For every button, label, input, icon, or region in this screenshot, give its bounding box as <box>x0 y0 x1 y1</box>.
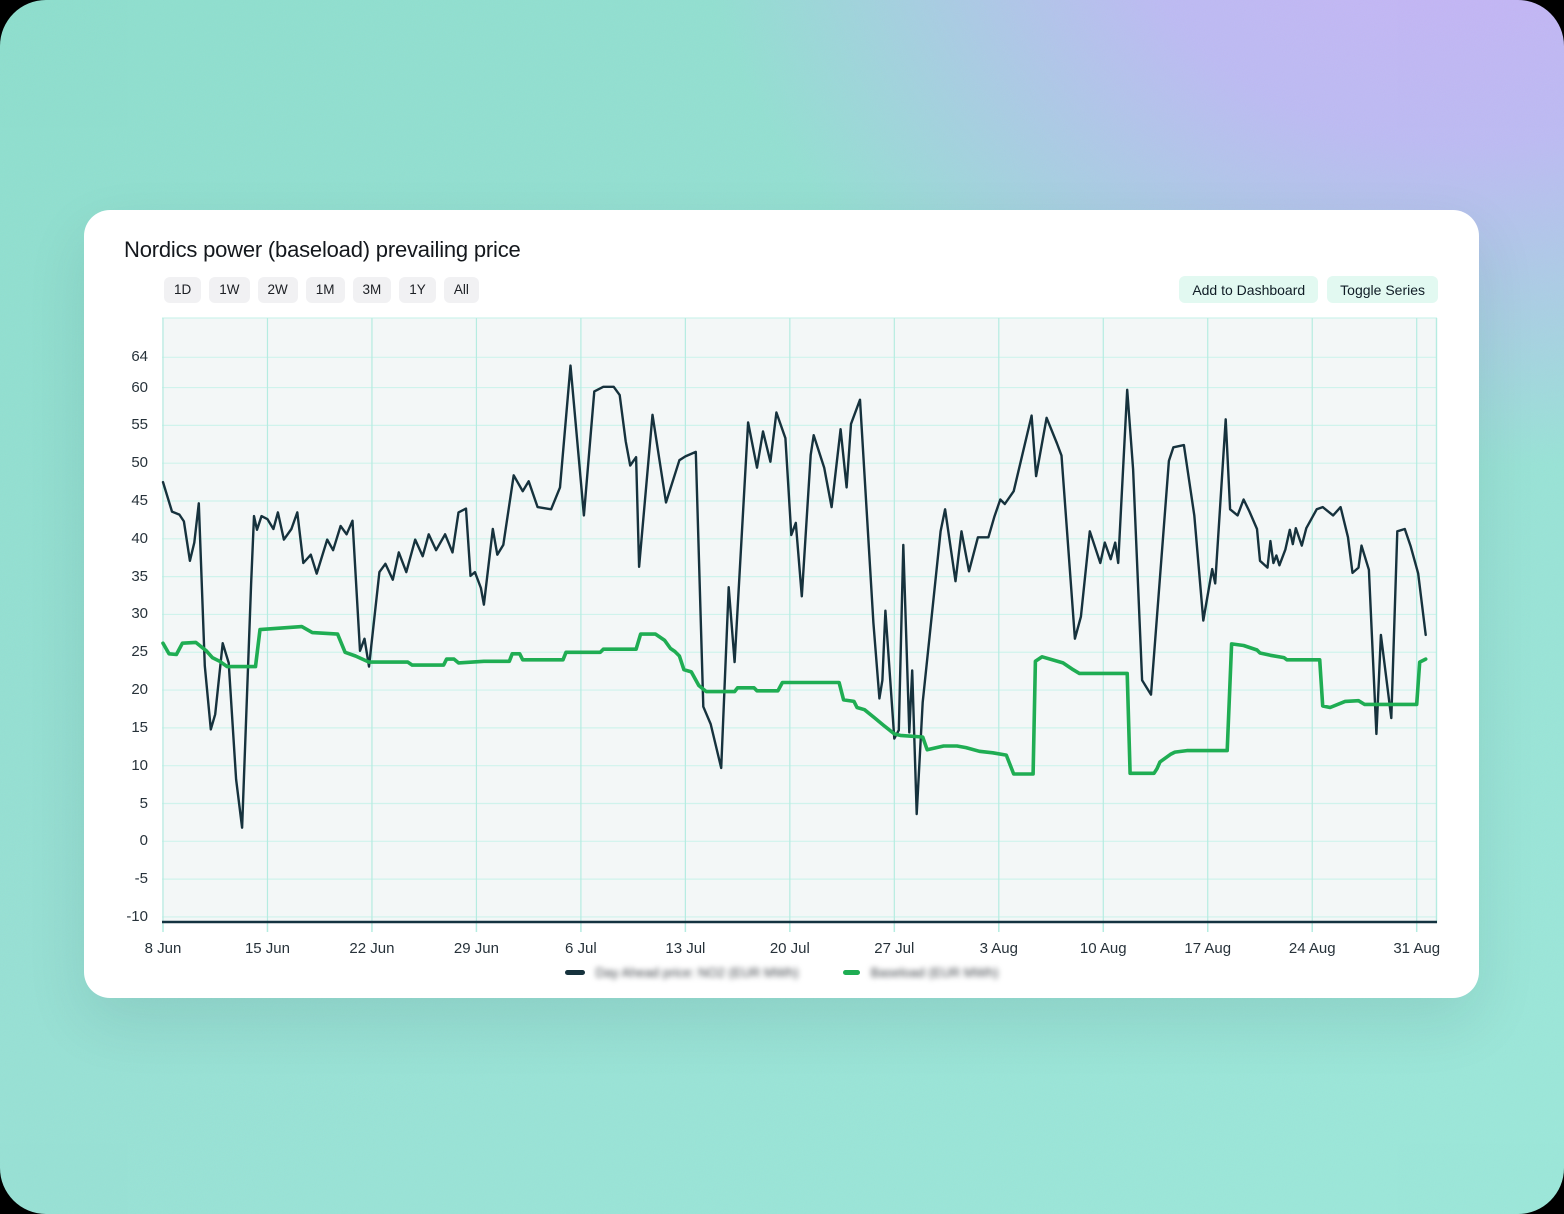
y-tick-label: 10 <box>131 756 148 774</box>
y-tick-label: 0 <box>139 832 148 850</box>
chart-canvas <box>161 317 1438 932</box>
y-tick-label: 35 <box>131 567 148 585</box>
x-tick-label: 20 Jul <box>769 940 810 957</box>
plot-background <box>162 318 1437 923</box>
y-tick-label: 60 <box>131 378 148 396</box>
x-tick-label: 13 Jul <box>665 940 706 957</box>
legend-label: Day Ahead price: NO2 (EUR MWh) <box>595 965 799 980</box>
series-line-0 <box>161 364 1427 829</box>
chart-title: Nordics power (baseload) prevailing pric… <box>124 237 521 262</box>
legend-item-0[interactable]: Day Ahead price: NO2 (EUR MWh) <box>564 965 799 980</box>
range-button-2w[interactable]: 2W <box>257 277 298 303</box>
x-tick-label: 17 Aug <box>1184 940 1232 957</box>
range-button-3m[interactable]: 3M <box>352 277 392 303</box>
legend-swatch-icon <box>564 970 585 975</box>
y-tick-label: 50 <box>131 454 148 472</box>
chart-legend: Day Ahead price: NO2 (EUR MWh) Baseload (… <box>84 965 1479 980</box>
y-tick-label: 25 <box>131 643 148 661</box>
legend-item-1[interactable]: Baseload (EUR MWh) <box>842 965 999 980</box>
chart-actions: Add to Dashboard Toggle Series <box>1179 276 1438 303</box>
x-tick-label: 10 Aug <box>1079 940 1127 957</box>
y-tick-label: 64 <box>131 348 148 366</box>
y-tick-label: 55 <box>131 416 148 434</box>
range-button-1y[interactable]: 1Y <box>399 277 436 303</box>
legend-swatch-icon <box>842 970 860 975</box>
range-button-all[interactable]: All <box>443 277 479 303</box>
y-tick-label: 30 <box>131 605 148 623</box>
y-tick-label: 45 <box>131 492 148 509</box>
x-tick-label: 3 Aug <box>979 940 1018 957</box>
time-range-selector: 1D 1W 2W 1M 3M 1Y All <box>164 277 479 303</box>
x-tick-label: 6 Jul <box>565 940 597 957</box>
x-tick-label: 8 Jun <box>144 940 182 957</box>
x-tick-label: 24 Aug <box>1288 940 1336 957</box>
range-button-1w[interactable]: 1W <box>209 277 250 303</box>
range-button-1m[interactable]: 1M <box>305 277 345 303</box>
y-tick-label: -10 <box>126 907 148 925</box>
chart-card: Nordics power (baseload) prevailing pric… <box>84 210 1479 998</box>
x-tick-label: 22 Jun <box>349 940 395 957</box>
x-tick-label: 29 Jun <box>453 940 499 957</box>
y-tick-label: 40 <box>131 529 148 547</box>
toggle-series-button[interactable]: Toggle Series <box>1327 276 1438 303</box>
chart-plot-area: 64 60 55 50 45 40 35 30 25 20 15 10 5 0 -5 -10 8 Jun 15 … <box>126 317 1440 957</box>
x-tick-label: 27 Jul <box>874 940 915 957</box>
range-button-1d[interactable]: 1D <box>164 277 202 303</box>
x-tick-label: 31 Aug <box>1393 940 1441 957</box>
y-tick-label: -5 <box>134 870 148 888</box>
y-tick-label: 15 <box>131 718 148 736</box>
add-to-dashboard-button[interactable]: Add to Dashboard <box>1179 276 1319 303</box>
y-tick-label: 20 <box>131 681 148 699</box>
y-tick-label: 5 <box>139 794 148 812</box>
series-line-1 <box>161 624 1428 776</box>
x-tick-label: 15 Jun <box>244 940 290 957</box>
legend-label: Baseload (EUR MWh) <box>870 965 999 980</box>
